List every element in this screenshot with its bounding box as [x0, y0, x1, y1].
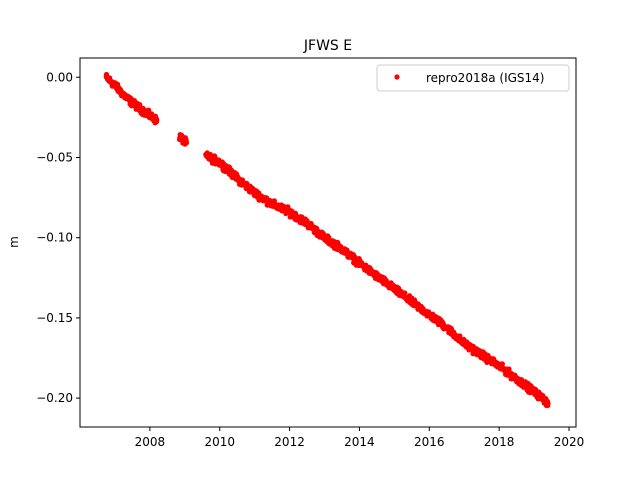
- y-tick-label: −0.20: [36, 391, 73, 405]
- data-point: [499, 361, 505, 367]
- y-tick-label: 0.00: [46, 70, 73, 84]
- x-tick-label: 2012: [274, 435, 305, 449]
- y-tick-label: −0.15: [36, 311, 73, 325]
- data-point: [402, 290, 408, 296]
- legend-marker-icon: [394, 74, 400, 80]
- x-tick-label: 2016: [414, 435, 445, 449]
- legend-label: repro2018a (IGS14): [426, 71, 544, 85]
- data-point: [146, 107, 152, 113]
- chart-title: JFWS E: [303, 38, 352, 54]
- y-axis: 0.00 −0.05 −0.10 −0.15 −0.20: [36, 70, 80, 405]
- y-axis-label: m: [7, 236, 21, 248]
- data-points: [103, 71, 551, 409]
- data-point: [545, 400, 551, 406]
- y-tick-label: −0.10: [36, 231, 73, 245]
- x-tick-label: 2010: [204, 435, 235, 449]
- plot-frame: [79, 57, 577, 428]
- x-tick-label: 2014: [344, 435, 375, 449]
- data-point: [183, 140, 190, 146]
- y-tick-label: −0.05: [36, 150, 73, 164]
- x-tick-label: 2020: [554, 435, 585, 449]
- x-tick-label: 2008: [135, 435, 166, 449]
- data-point: [154, 117, 160, 123]
- x-tick-label: 2018: [484, 435, 515, 449]
- legend-box: [376, 64, 570, 92]
- legend: repro2018a (IGS14): [376, 64, 570, 92]
- x-axis: 2008 2010 2012 2014 2016 2018 2020: [135, 427, 585, 449]
